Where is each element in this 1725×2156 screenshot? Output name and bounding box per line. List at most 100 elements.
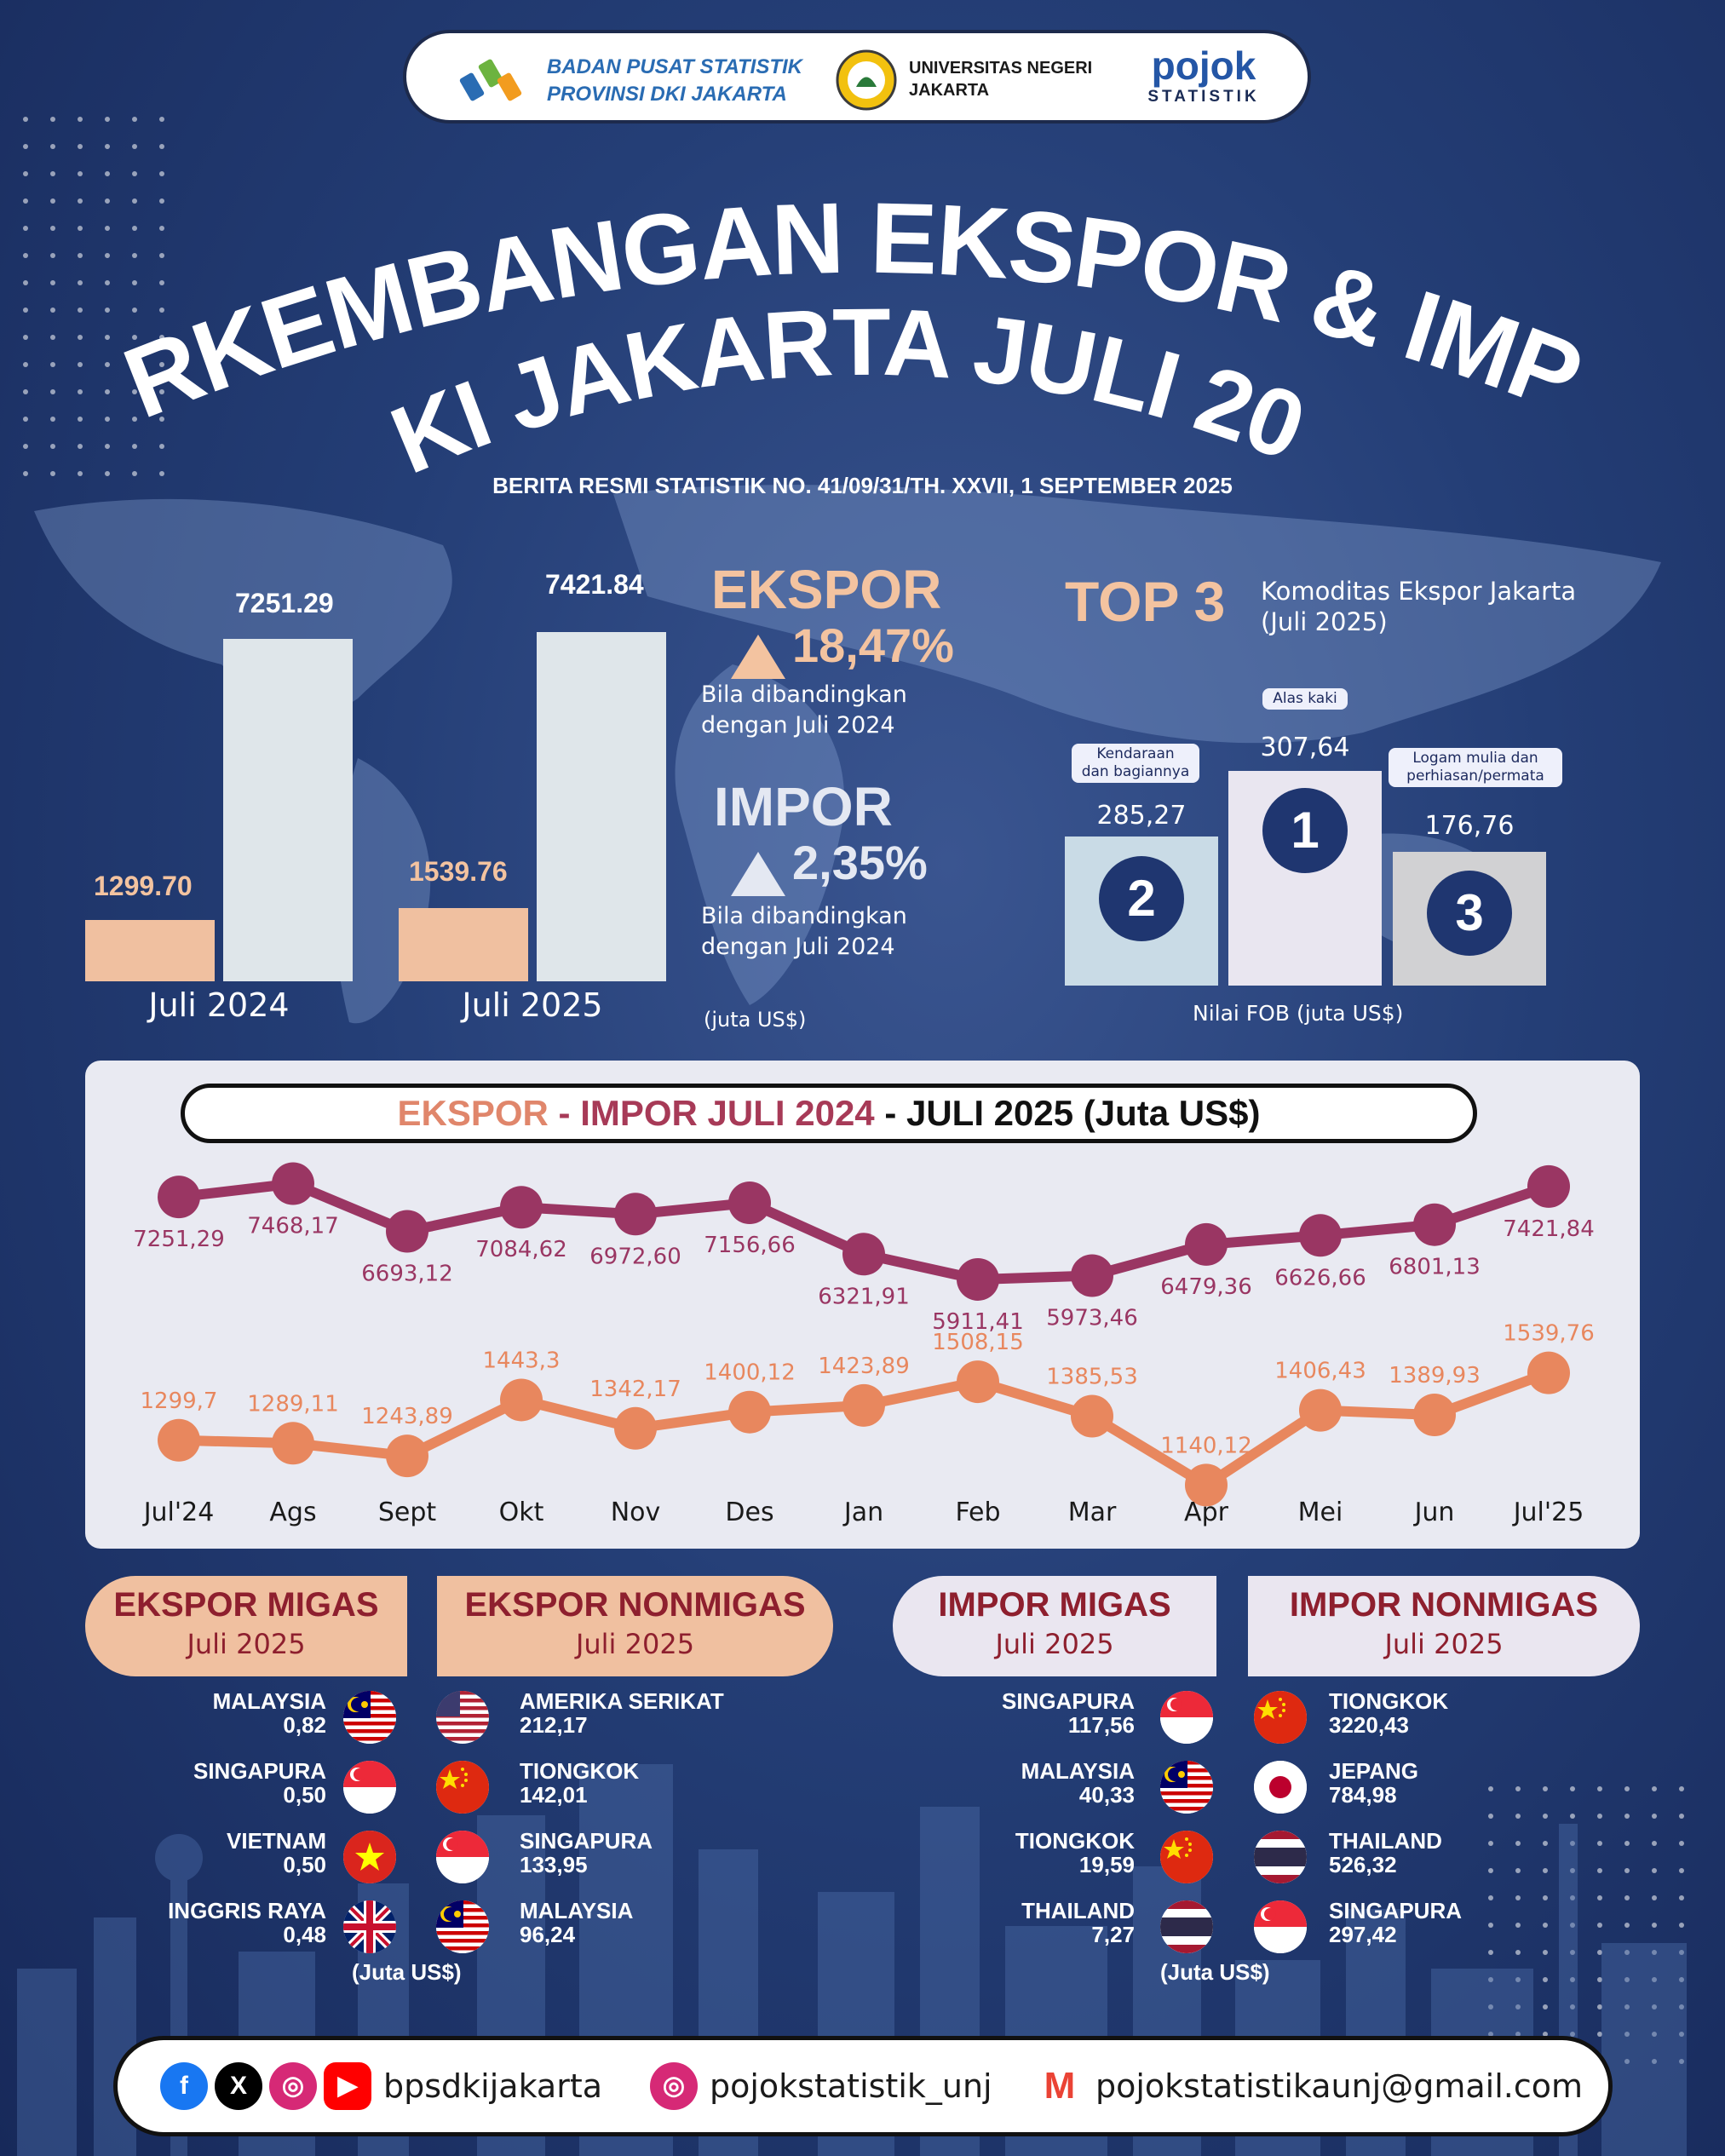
flag-china-icon [1160, 1831, 1213, 1883]
impor-point [957, 1360, 999, 1404]
bar-ekspor-juli-2025 [537, 632, 666, 981]
instagram-icon[interactable]: ◎ [269, 2062, 317, 2110]
bar-label-impor-juli-2024: 1299.70 [94, 871, 193, 901]
x-tick-label: Feb [955, 1498, 1000, 1527]
section-impor-nonmigas-sub: Juli 2025 [1384, 1628, 1504, 1660]
instagram-icon[interactable]: ◎ [650, 2062, 698, 2110]
podium-value-rank3: 176,76 [1424, 811, 1515, 841]
ekspor-impor-line-chart: 7251,29 7468,17 6693,12 7084,62 6972,60 7156,… [133, 1162, 1595, 1527]
ekspor-point [1527, 1164, 1570, 1208]
ekspor-data-label: 7084,62 [475, 1237, 567, 1262]
podium-value-rank2: 285,27 [1096, 801, 1187, 831]
pojok-statistik-logo: pojok STATISTIK [1127, 43, 1280, 118]
section-ekspor-migas-title: EKSPOR MIGAS [113, 1586, 379, 1624]
flag-china-icon [1254, 1691, 1307, 1744]
country-value: 40,33 [1078, 1782, 1135, 1808]
ekspor-point [842, 1233, 885, 1276]
top3-title: TOP 3 [1065, 570, 1226, 633]
flag-malaysia-icon [343, 1691, 396, 1744]
podium-label-rank2: Kendaraan dan bagiannya [1072, 744, 1199, 783]
top3-subtitle-line1: Komoditas Ekspor Jakarta [1261, 577, 1577, 606]
section-ekspor-migas-header: EKSPOR MIGAS Juli 2025 [85, 1576, 407, 1676]
line-chart-title-impor: IMPOR JULI 2024 [580, 1093, 875, 1133]
email-address[interactable]: pojokstatistikaunj@gmail.com [1095, 2067, 1584, 2105]
impor-data-label: 1385,53 [1046, 1364, 1138, 1389]
podium-label-rank1-line1: Alas kaki [1273, 690, 1337, 707]
bps-name-line2: PROVINSI DKI JAKARTA [547, 83, 787, 106]
gmail-icon[interactable]: M [1036, 2062, 1084, 2110]
impor-data-label: 1389,93 [1389, 1363, 1481, 1388]
impor-point [614, 1406, 657, 1450]
ekspor-point [386, 1210, 428, 1253]
country-name: THAILAND [1329, 1828, 1442, 1854]
podium-number-rank1: 1 [1262, 788, 1348, 873]
facebook-icon[interactable]: f [160, 2062, 208, 2110]
country-value: 0,50 [283, 1852, 326, 1877]
x-icon[interactable]: X [215, 2062, 262, 2110]
impor-point [1071, 1394, 1113, 1438]
x-tick-label: Jul'25 [1512, 1498, 1584, 1527]
impor-data-label: 1342,17 [589, 1377, 681, 1402]
top3-subtitle: Komoditas Ekspor Jakarta (Juli 2025) [1261, 576, 1576, 637]
unj-name-line2: JAKARTA [909, 81, 990, 100]
impor-point [500, 1378, 543, 1422]
impor-data-label: 1406,43 [1274, 1359, 1366, 1384]
impor-note-line1: Bila dibandingkan [701, 903, 907, 929]
flag-vietnam-icon [343, 1831, 396, 1883]
ekspor-data-label: 6479,36 [1160, 1274, 1252, 1300]
top3-unit-note: Nilai FOB (juta US$) [1193, 1001, 1404, 1026]
podium-value-rank1: 307,64 [1260, 733, 1350, 762]
country-name: MALAYSIA [520, 1898, 634, 1923]
ekspor-data-label: 5911,41 [932, 1309, 1024, 1335]
ekspor-migas-country-item: SINGAPURA 0,50 [193, 1759, 326, 1807]
bar-ekspor-juli-2024 [223, 639, 353, 981]
country-value: 0,48 [283, 1922, 326, 1947]
ekspor-data-label: 6693,12 [361, 1261, 453, 1286]
impor-data-label: 1443,3 [483, 1348, 561, 1373]
impor-data-label: 1508,15 [932, 1330, 1024, 1355]
x-tick-label: Mei [1298, 1498, 1343, 1527]
ekspor-point [1413, 1203, 1456, 1246]
bps-social-handle[interactable]: bpsdkijakarta [383, 2067, 603, 2105]
youtube-icon[interactable]: ▶ [324, 2062, 371, 2110]
country-value: 0,82 [283, 1712, 326, 1738]
country-value: 19,59 [1078, 1852, 1135, 1877]
impor-migas-country-item: THAILAND 7,27 [1021, 1899, 1135, 1946]
impor-point [272, 1422, 314, 1465]
bar-category-juli-2024: Juli 2024 [148, 986, 290, 1024]
impor-data-label: 1400,12 [704, 1360, 796, 1386]
impor-point [1413, 1394, 1456, 1437]
ekspor-data-label: 7156,66 [704, 1233, 796, 1258]
ekspor-data-label: 7251,29 [133, 1227, 225, 1252]
flag-singapore-icon [436, 1831, 489, 1883]
flag-uk-icon [343, 1900, 396, 1953]
line-chart-title-ekspor: EKSPOR [397, 1093, 549, 1133]
ekspor-note-line1: Bila dibandingkan [701, 681, 907, 708]
podium-label-rank3-line2: perhiasan/permata [1406, 768, 1544, 785]
impor-data-label: 1423,89 [818, 1354, 910, 1379]
country-value: 0,50 [283, 1782, 326, 1808]
x-tick-label: Okt [499, 1498, 544, 1527]
country-name: SINGAPURA [1329, 1898, 1463, 1923]
section-impor-migas-title: IMPOR MIGAS [938, 1586, 1171, 1624]
country-name: TIONGKOK [1015, 1828, 1135, 1854]
impor-point [1299, 1388, 1342, 1432]
bar-label-impor-juli-2025: 1539.76 [409, 856, 508, 887]
impor-data-label: 1289,11 [247, 1391, 339, 1417]
country-value: 526,32 [1329, 1852, 1397, 1877]
country-value: 96,24 [520, 1922, 576, 1947]
ekspor-point [614, 1193, 657, 1236]
bar-unit-note: (juta US$) [704, 1008, 807, 1032]
ekspor-growth: 18,47% [792, 618, 954, 672]
country-name: VIETNAM [227, 1828, 326, 1854]
unj-instagram-handle[interactable]: pojokstatistik_unj [710, 2067, 992, 2105]
impor-nonmigas-country-item: TIONGKOK 3220,43 [1329, 1689, 1448, 1737]
section-ekspor-nonmigas-sub: Juli 2025 [575, 1628, 695, 1660]
bar-category-juli-2025: Juli 2025 [462, 986, 603, 1024]
country-value: 784,98 [1329, 1782, 1397, 1808]
section-ekspor-migas-sub: Juli 2025 [187, 1628, 306, 1660]
ekspor-note: Bila dibandingkan dengan Juli 2024 [701, 680, 907, 741]
country-name: MALAYSIA [1021, 1758, 1135, 1784]
line-chart-title-dash: - [548, 1093, 581, 1133]
bps-name: BADAN PUSAT STATISTIK PROVINSI DKI JAKAR… [547, 54, 802, 108]
